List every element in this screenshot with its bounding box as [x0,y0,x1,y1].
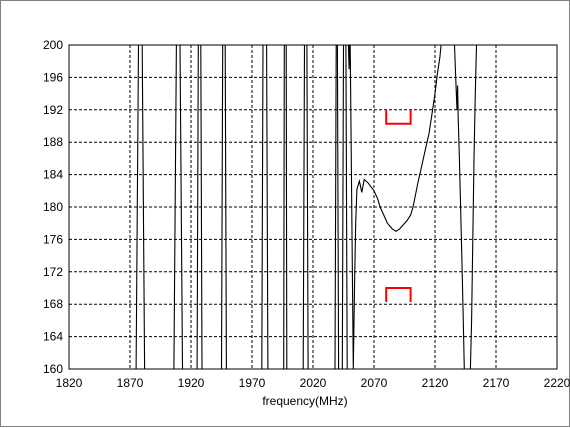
upper-mask-marker [385,109,412,125]
x-axis-label: frequency(MHz) [262,394,347,408]
lower-mask-marker [385,287,412,302]
y-tick-label: 172 [43,265,63,279]
x-tick-label: 1820 [56,376,83,390]
series-line-4 [469,45,478,369]
x-tick-label: 2170 [483,376,510,390]
y-tick-label: 164 [43,330,63,344]
x-tick-label: 1870 [117,376,144,390]
y-tick-label: 180 [43,200,63,214]
x-tick-label: 1920 [178,376,205,390]
x-tick-label: 2020 [300,376,327,390]
y-tick-label: 192 [43,103,63,117]
x-tick-label: 2120 [422,376,449,390]
x-tick-label: 2220 [544,376,570,390]
y-tick-label: 160 [43,362,63,376]
series-line-2 [347,45,442,369]
y-tick-label: 200 [43,38,63,52]
x-tick-label: 2070 [361,376,388,390]
y-tick-label: 176 [43,232,63,246]
y-tick-label: 196 [43,70,63,84]
y-tick-label: 188 [43,135,63,149]
y-tick-label: 168 [43,297,63,311]
x-tick-label: 1970 [239,376,266,390]
y-tick-label: 184 [43,168,63,182]
series-line-3 [453,45,465,369]
